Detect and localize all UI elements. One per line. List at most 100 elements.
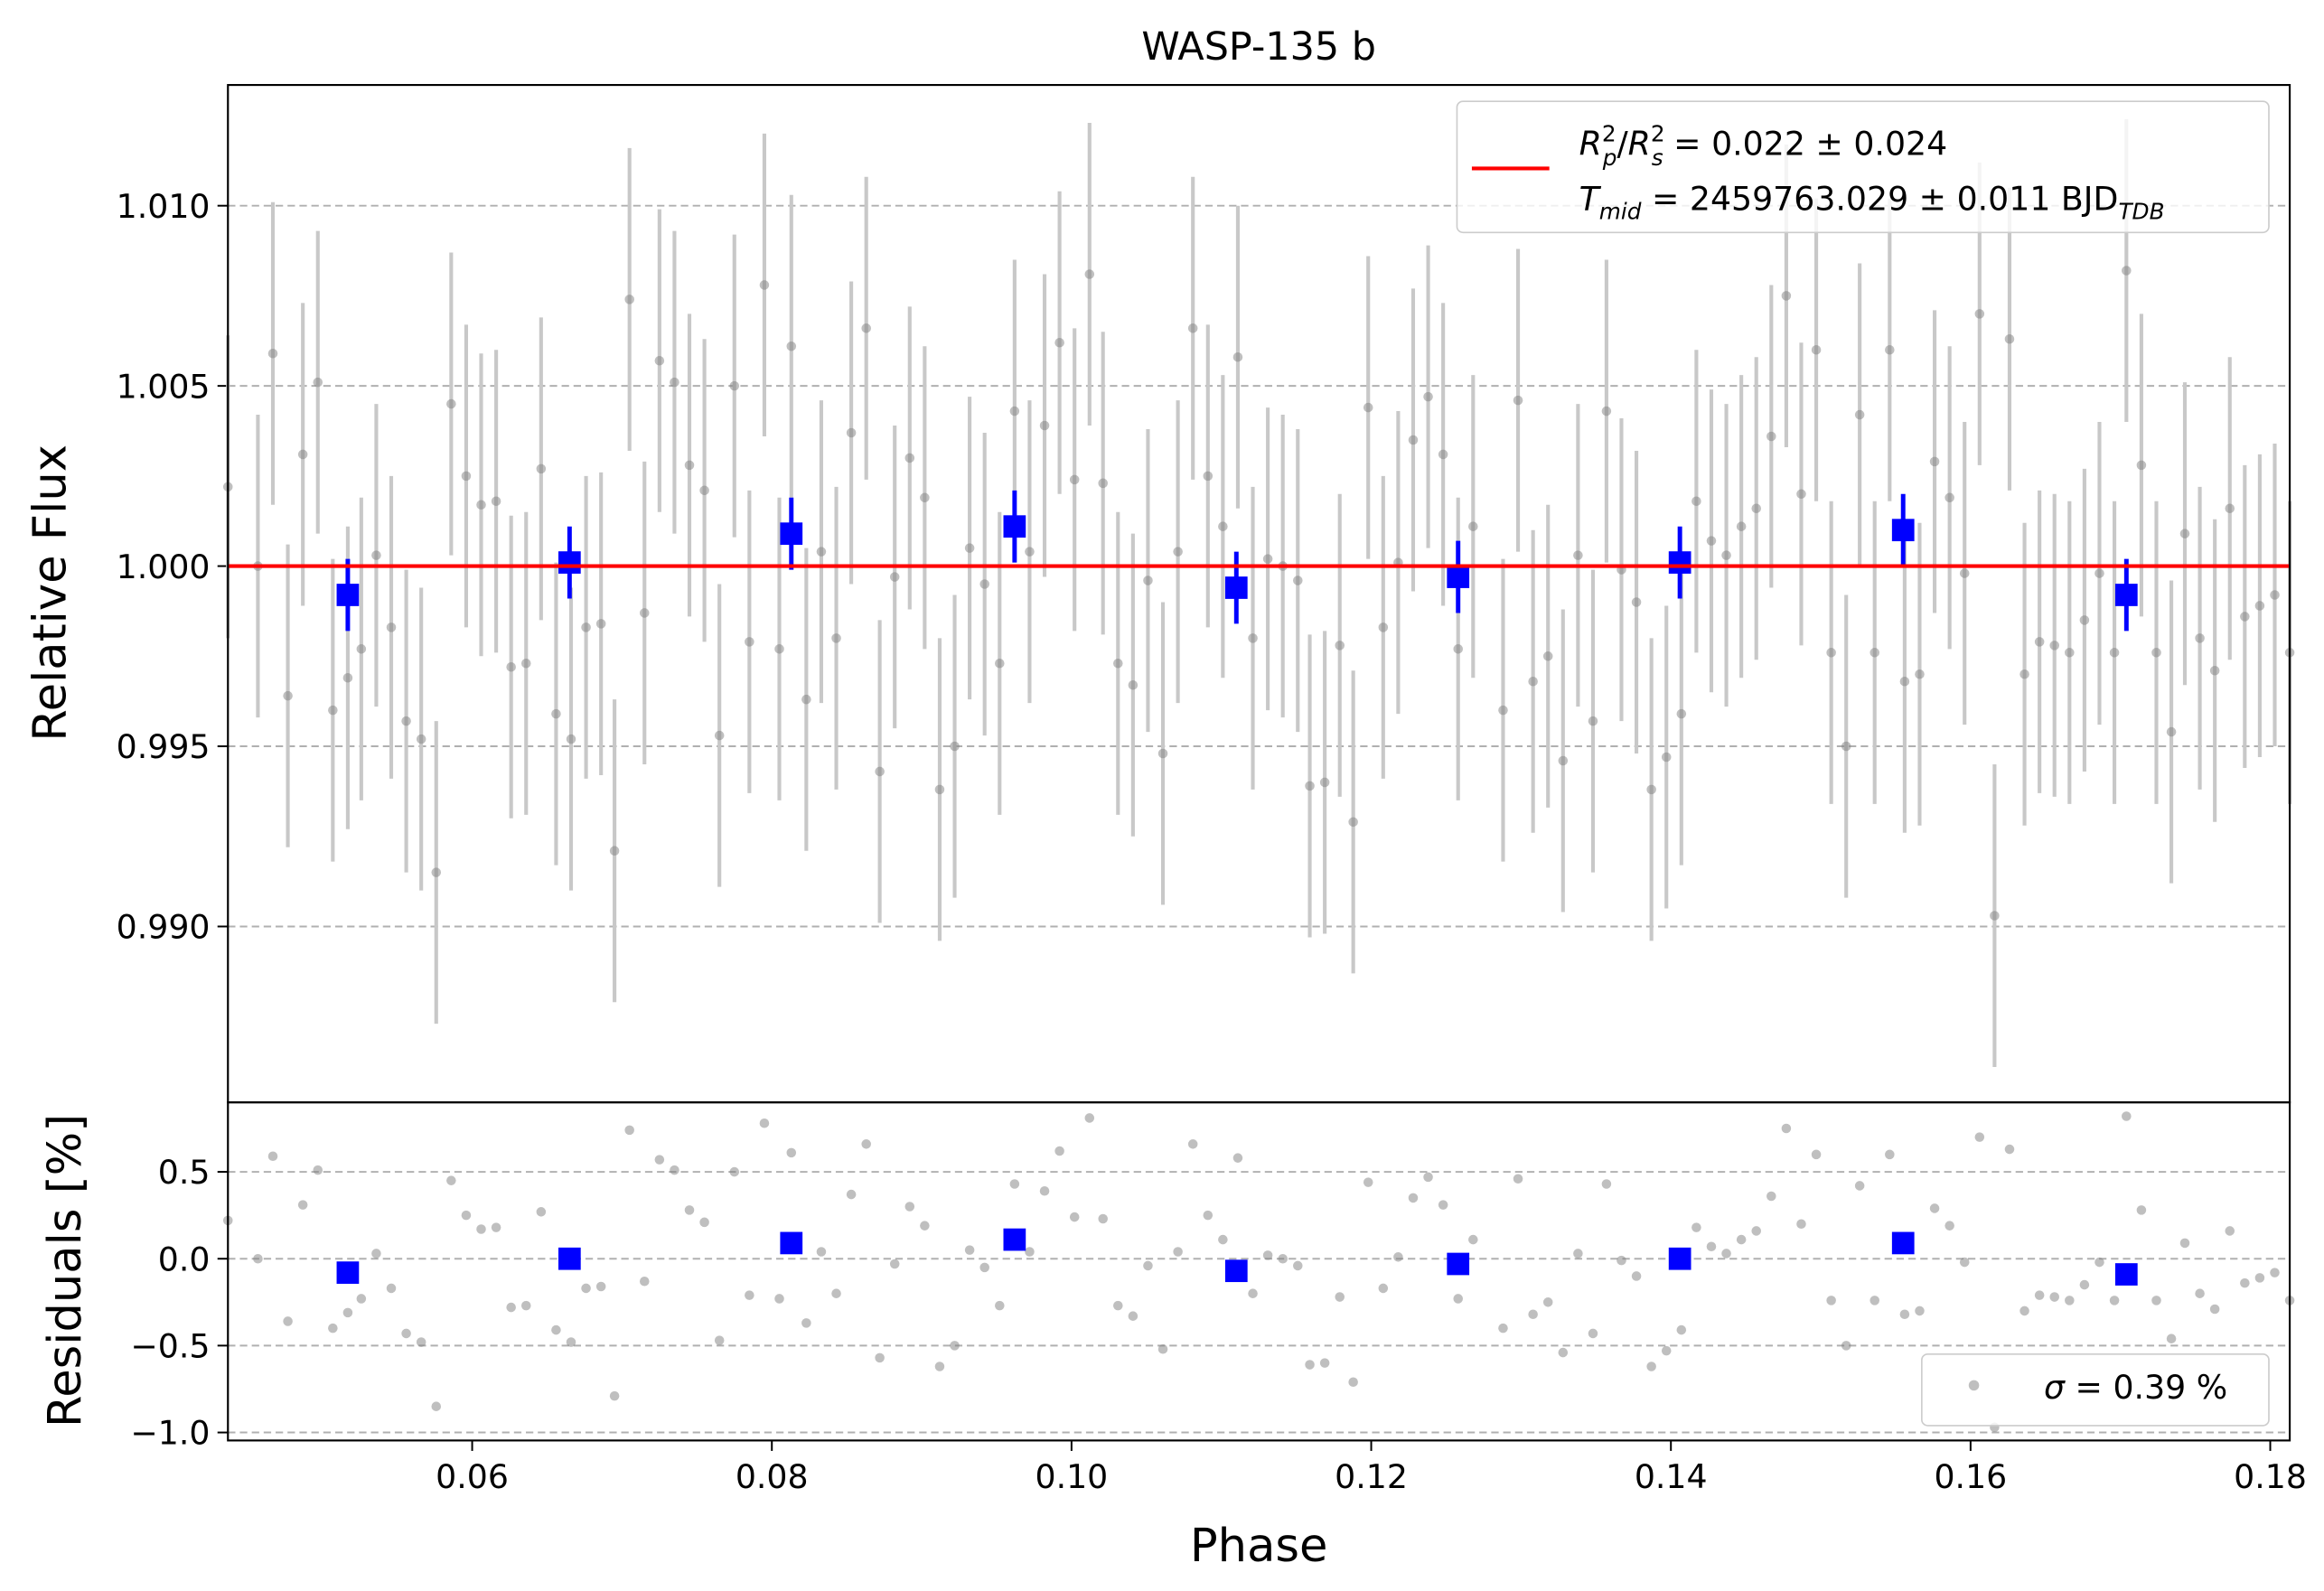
data-point [461, 471, 472, 482]
legend-part: TDB [2118, 198, 2164, 224]
data-point [1305, 781, 1315, 791]
data-point [1335, 641, 1345, 650]
data-point [1143, 1260, 1153, 1271]
data-point [1305, 1360, 1315, 1370]
data-point [1796, 489, 1806, 500]
data-point [1438, 1200, 1448, 1210]
data-point [1335, 1292, 1345, 1302]
data-point [1453, 644, 1463, 654]
legend-box [1921, 1352, 2270, 1427]
data-point [684, 460, 695, 471]
data-point [416, 1337, 426, 1347]
data-point [1781, 291, 1792, 301]
data-point [1706, 1241, 1717, 1252]
y-tick-label: 0.990 [117, 908, 211, 947]
data-point [654, 1155, 665, 1165]
data-point [846, 427, 857, 438]
data-point [1751, 503, 1761, 514]
data-point [816, 547, 827, 557]
data-point [2094, 1257, 2104, 1268]
data-point [1721, 550, 1731, 560]
data-point [1009, 406, 1020, 416]
data-point [1528, 1309, 1538, 1320]
data-point [1173, 547, 1183, 557]
data-point [2195, 1288, 2205, 1298]
legend-part: = 2459763.029 ± 0.011 BJD [1641, 180, 2118, 219]
data-point [2109, 1296, 2120, 1306]
data-point [342, 672, 353, 683]
data-point [1929, 456, 1940, 467]
data-point [2225, 1226, 2235, 1236]
data-point [1841, 741, 1851, 752]
data-point [1631, 1271, 1642, 1281]
data-point [964, 1245, 975, 1255]
plot-layer: 0.990 0.995 1.000 1.005 1.010 −1.0 −0.5 0.0 0.5 0… [117, 118, 2307, 1496]
data-point [774, 1294, 784, 1304]
data-point [699, 485, 709, 496]
data-point [2122, 266, 2132, 276]
legend-swatch [1968, 1380, 1980, 1391]
data-point [1408, 435, 1419, 445]
data-point [670, 1165, 679, 1175]
data-point [1262, 1250, 1273, 1260]
data-point [1542, 651, 1553, 661]
data-point [684, 1205, 695, 1215]
data-point [1278, 1253, 1288, 1264]
data-point [1423, 391, 1433, 402]
data-point [2151, 1296, 2161, 1306]
data-point [1528, 676, 1538, 687]
data-point [2254, 601, 2265, 611]
data-point [624, 1125, 634, 1136]
data-point [950, 741, 960, 752]
y-tick-label: 0.0 [158, 1240, 211, 1278]
data-point [1084, 269, 1095, 279]
data-point [1363, 1177, 1373, 1187]
data-point [431, 867, 442, 877]
data-point [904, 453, 915, 463]
data-point [2270, 590, 2280, 600]
data-point [2065, 648, 2075, 658]
data-point [729, 1166, 740, 1177]
data-point [1558, 1347, 1569, 1358]
data-point [1841, 1341, 1851, 1351]
data-point [253, 1253, 263, 1264]
data-point [1187, 323, 1198, 333]
data-point [1811, 344, 1822, 355]
data-point [1736, 1234, 1747, 1245]
data-point [639, 608, 650, 618]
data-point [386, 622, 397, 632]
data-point [595, 1281, 606, 1292]
data-point [1128, 679, 1139, 690]
data-point [1054, 337, 1064, 348]
data-point [1262, 554, 1273, 564]
data-point [1069, 1212, 1080, 1222]
data-point [654, 355, 665, 366]
data-point [1039, 1185, 1050, 1196]
binned-point [558, 551, 581, 574]
data-point [2019, 669, 2029, 679]
data-point [2179, 1238, 2190, 1249]
data-point [1498, 1323, 1508, 1334]
data-point [342, 1307, 353, 1318]
data-point [699, 1217, 709, 1228]
data-point [846, 1189, 857, 1200]
legend: R2 p/R2 s = 0.022 ± 0.024 Tmid = 2459763.0… [1456, 100, 2270, 234]
data-point [1468, 521, 1478, 531]
data-point [2049, 641, 2060, 650]
data-point [1781, 1123, 1792, 1134]
data-point [328, 1323, 338, 1334]
binned-point [1447, 566, 1470, 588]
binned-point [558, 1247, 581, 1270]
data-point [356, 1294, 367, 1304]
data-point [729, 380, 740, 391]
data-point [1885, 1149, 1895, 1160]
data-point [1631, 597, 1642, 607]
legend-label: R2 p/R2 s = 0.022 ± 0.024 [1579, 121, 1948, 171]
data-point [2225, 503, 2235, 514]
data-point [1646, 784, 1656, 795]
x-tick-label: 0.14 [1635, 1457, 1708, 1496]
data-point [801, 1318, 811, 1328]
legend-part: R [1579, 125, 1602, 164]
data-point [2065, 1296, 2075, 1306]
